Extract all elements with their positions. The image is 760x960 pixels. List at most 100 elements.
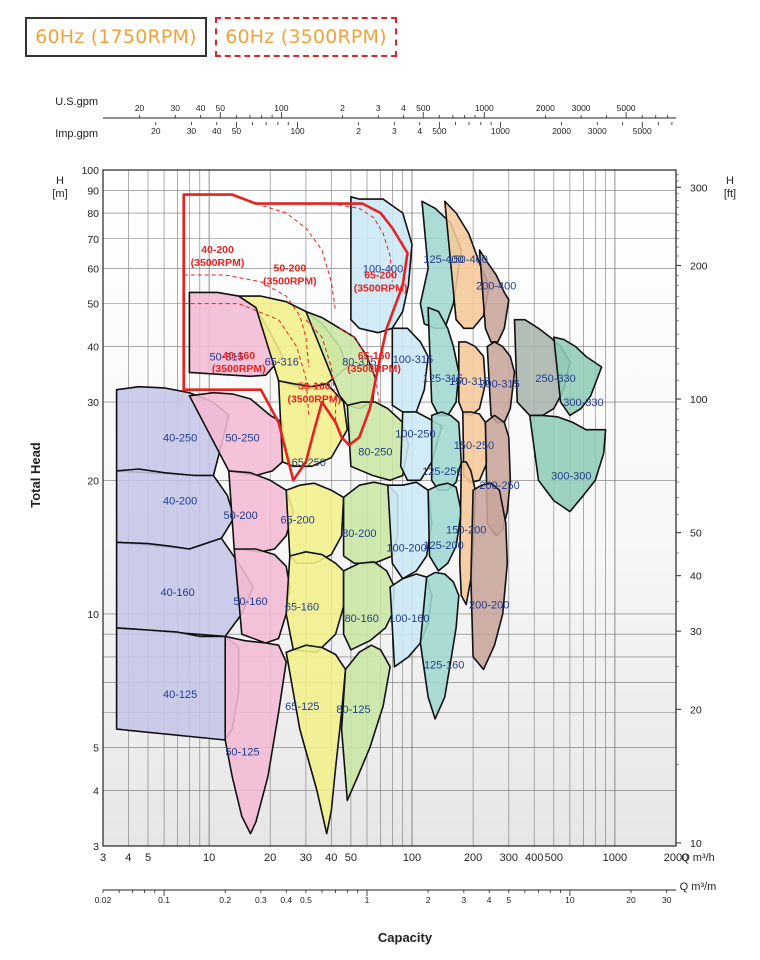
y-axis-title: Total Head: [28, 442, 43, 508]
dashed-curve-3500rpm: [331, 203, 393, 282]
h-ft-tick-label: 200: [690, 260, 708, 272]
h-m-tick-label: 70: [87, 234, 99, 246]
h-ft-tick-label: 10: [690, 838, 702, 850]
q-m3h-tick-label: 30: [300, 852, 312, 864]
region-label-3500rpm: 40-160: [222, 350, 255, 362]
h-m-tick-label: 100: [81, 165, 99, 177]
region-label-3500rpm: 65-200: [364, 269, 397, 281]
region-label-65-200: 65-200: [280, 515, 314, 527]
q-m3m-tick-label: 30: [662, 895, 672, 905]
q-m3m-tick-label: 5: [506, 895, 511, 905]
q-m3h-tick-label: 200: [464, 852, 482, 864]
region-300-300: [528, 414, 607, 513]
h-m-tick-label: 60: [87, 263, 99, 275]
region-200-400: [478, 249, 510, 343]
h-m-tick-label: 4: [93, 786, 99, 798]
impgpm-tick-label: 100: [290, 126, 304, 136]
usgpm-tick-label: 500: [416, 103, 430, 113]
q-m3h-tick-label: 5: [145, 852, 151, 864]
region-label-125-160: 125-160: [424, 659, 464, 671]
q-m3m-tick-label: 2: [426, 895, 431, 905]
h-ft-tick-label: 40: [690, 571, 702, 583]
region-label-200-250: 200-250: [479, 480, 519, 492]
region-label-80-125: 80-125: [336, 704, 370, 716]
usgpm-axis-title: U.S.gpm: [55, 96, 98, 108]
h-ft-axis-title: H: [726, 175, 734, 187]
region-40-125: [115, 627, 240, 741]
q-m3h-tick-label: 50: [345, 852, 357, 864]
q-m3h-tick-label: 40: [325, 852, 337, 864]
region-label-50-160: 50-160: [233, 596, 267, 608]
usgpm-tick-label: 3: [376, 103, 381, 113]
region-label-40-125: 40-125: [163, 689, 197, 701]
impgpm-tick-label: 1000: [491, 126, 510, 136]
region-label-100-160: 100-160: [389, 613, 429, 625]
region-label-100-400: 100-400: [363, 263, 403, 275]
legend-3500rpm: 60Hz (3500RPM): [215, 17, 397, 57]
dashed-curve-3500rpm: [305, 319, 337, 423]
region-200-200: [470, 482, 509, 671]
region-label-100-200: 100-200: [386, 543, 426, 555]
region-labels: 40-250 40-200 40-160 40-125 50-315 50-250 50-2…: [161, 244, 604, 758]
legend-1750rpm: 60Hz (1750RPM): [25, 17, 207, 57]
region-label-80-315: 80-315: [342, 357, 376, 369]
dashed-curve-3500rpm: [255, 203, 337, 312]
q-m3h-tick-label: 3: [100, 852, 106, 864]
region-label-50-200: 50-200: [223, 510, 257, 522]
region-label-50-125: 50-125: [225, 746, 259, 758]
q-m3m-tick-label: 0.2: [219, 895, 231, 905]
region-label-3500rpm: 50-160: [298, 381, 331, 393]
region-label-80-250: 80-250: [358, 447, 392, 459]
plot-area-frame: [102, 169, 677, 847]
h-ft-tick-label: 50: [690, 528, 702, 540]
usgpm-tick-label: 40: [196, 103, 206, 113]
q-m3h-tick-label: 400: [525, 852, 543, 864]
impgpm-tick-label: 5000: [633, 126, 652, 136]
pump-curves-3500rpm: [182, 193, 409, 482]
impgpm-tick-label: 30: [187, 126, 197, 136]
region-label-3500rpm: (3500RPM): [347, 363, 401, 375]
region-150-315: [457, 341, 487, 417]
region-label-200-315: 200-315: [479, 379, 519, 391]
impgpm-tick-label: 3: [392, 126, 397, 136]
region-label-50-250: 50-250: [225, 432, 259, 444]
region-label-150-400: 150-400: [447, 254, 487, 266]
h-ft-tick-label: 300: [690, 182, 708, 194]
q-m3h-tick-label: 10: [203, 852, 215, 864]
region-label-65-250: 65-250: [292, 457, 326, 469]
h-m-tick-label: 40: [87, 342, 99, 354]
h-m-tick-label: 30: [87, 397, 99, 409]
region-label-200-400: 200-400: [476, 280, 516, 292]
x-axis-title: Capacity: [378, 930, 433, 945]
region-label-40-200: 40-200: [163, 496, 197, 508]
region-label-125-250: 125-250: [422, 466, 462, 478]
dashed-curve-3500rpm: [339, 327, 380, 403]
impgpm-tick-label: 4: [417, 126, 422, 136]
impgpm-axis-title: Imp.gpm: [55, 128, 98, 140]
region-label-150-250: 150-250: [454, 440, 494, 452]
h-m-tick-label: 90: [87, 185, 99, 197]
region-label-100-250: 100-250: [395, 428, 435, 440]
q-m3m-tick-label: 0.3: [255, 895, 267, 905]
dashed-curve-3500rpm: [183, 303, 310, 416]
usgpm-tick-label: 4: [401, 103, 406, 113]
h-m-axis-title-unit: [m]: [52, 188, 67, 200]
region-label-65-316: 65-316: [265, 357, 299, 369]
q-m3m-tick-label: 4: [487, 895, 492, 905]
region-label-50-315: 50-315: [209, 352, 243, 364]
impgpm-tick-label: 40: [212, 126, 222, 136]
q-m3m-tick-label: 20: [626, 895, 636, 905]
region-label-3500rpm: (3500RPM): [287, 394, 341, 406]
impgpm-tick-label: 2000: [552, 126, 571, 136]
h-m-tick-label: 10: [87, 609, 99, 621]
q-m3m-tick-label: 0.4: [280, 895, 292, 905]
region-125-315: [427, 306, 460, 417]
q-m3m-tick-label: 0.1: [158, 895, 170, 905]
h-m-tick-label: 20: [87, 475, 99, 487]
region-50-125: [224, 635, 288, 835]
impgpm-tick-label: 20: [151, 126, 161, 136]
h-ft-axis-title-unit: [ft]: [724, 188, 736, 200]
q-m3h-tick-label: 100: [403, 852, 421, 864]
